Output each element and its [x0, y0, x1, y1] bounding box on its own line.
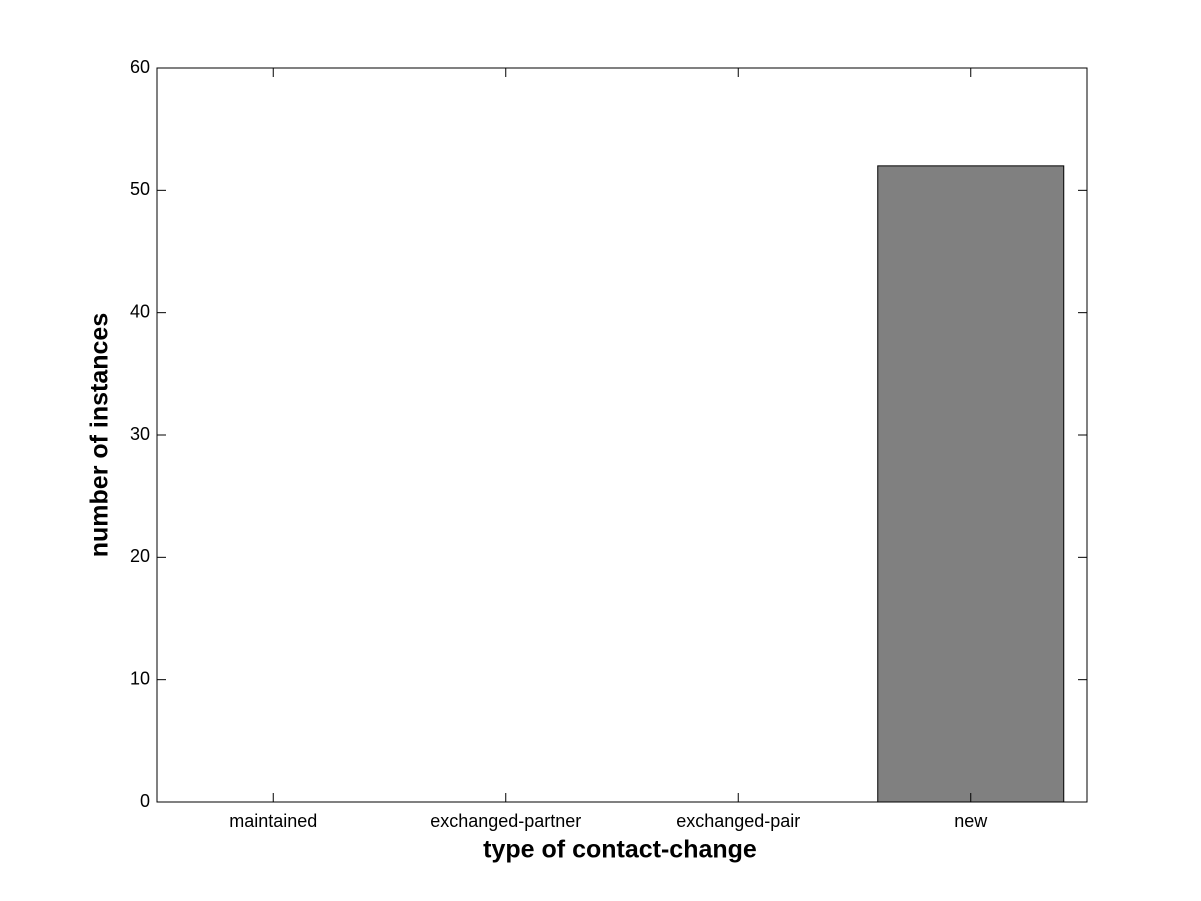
- x-tick-label: exchanged-partner: [430, 811, 581, 831]
- bar: [877, 165, 1065, 803]
- x-tick-label: exchanged-pair: [676, 811, 800, 831]
- y-tick-label: 30: [130, 424, 150, 444]
- x-tick-label: new: [954, 811, 988, 831]
- y-tick-label: 60: [130, 57, 150, 77]
- y-tick-label: 10: [130, 668, 150, 688]
- y-tick-label: 0: [140, 791, 150, 811]
- y-tick-label: 20: [130, 546, 150, 566]
- x-axis-label: type of contact-change: [483, 836, 757, 864]
- y-tick-label: 50: [130, 179, 150, 199]
- y-tick-label: 40: [130, 301, 150, 321]
- y-axis-label: number of instances: [86, 313, 114, 558]
- x-tick-label: maintained: [229, 811, 317, 831]
- axes-box: [156, 67, 1088, 803]
